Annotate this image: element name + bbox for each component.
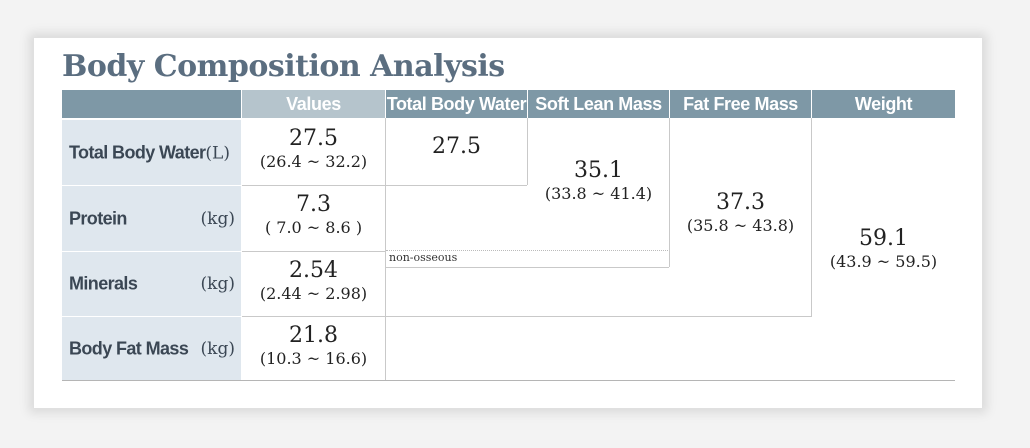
row-unit: (kg) bbox=[200, 274, 235, 294]
divider bbox=[242, 316, 385, 317]
value-range: (10.3 ~ 16.6) bbox=[259, 349, 368, 368]
dotted-divider bbox=[386, 250, 668, 251]
value-range: ( 7.0 ~ 8.6 ) bbox=[264, 218, 363, 237]
cell-range: (35.8 ~ 43.8) bbox=[686, 216, 795, 235]
header-weight: Weight bbox=[812, 90, 955, 118]
cell-value: 37.3 bbox=[716, 190, 765, 215]
value-minerals: 2.54 (2.44 ~ 2.98) bbox=[242, 258, 385, 304]
divider bbox=[242, 251, 385, 252]
header-soft-lean-mass: Soft Lean Mass bbox=[528, 90, 669, 118]
divider bbox=[386, 267, 669, 268]
value-body-fat-mass: 21.8 (10.3 ~ 16.6) bbox=[242, 323, 385, 369]
cell-value: 27.5 bbox=[432, 134, 481, 159]
row-unit: (L) bbox=[205, 143, 230, 163]
value-number: 7.3 bbox=[296, 192, 331, 217]
header-total-body-water: Total Body Water bbox=[386, 90, 527, 118]
row-label-text: Minerals bbox=[69, 273, 138, 294]
table-bottom-border bbox=[62, 380, 955, 381]
divider bbox=[386, 316, 812, 317]
row-label-text: Protein bbox=[69, 208, 127, 228]
cell-range: (33.8 ~ 41.4) bbox=[544, 184, 653, 203]
non-osseous-note: non-osseous bbox=[389, 251, 458, 264]
row-label-text: Body Fat Mass bbox=[69, 338, 189, 358]
row-label-protein: Protein (kg) bbox=[62, 186, 241, 251]
divider bbox=[527, 118, 528, 185]
row-unit: (kg) bbox=[200, 338, 235, 359]
row-label-body-fat-mass: Body Fat Mass (kg) bbox=[62, 317, 241, 380]
page-title: Body Composition Analysis bbox=[62, 49, 505, 84]
row-unit: (kg) bbox=[200, 208, 235, 229]
divider bbox=[242, 185, 385, 186]
header-fat-free-mass: Fat Free Mass bbox=[670, 90, 811, 118]
cell-value: 35.1 bbox=[574, 158, 623, 183]
divider bbox=[669, 118, 670, 267]
cell-value: 59.1 bbox=[859, 226, 908, 251]
cell-total-body-water: 27.5 bbox=[386, 134, 527, 160]
divider bbox=[386, 185, 527, 186]
value-number: 27.5 bbox=[289, 126, 338, 151]
value-total-body-water: 27.5 (26.4 ~ 32.2) bbox=[242, 126, 385, 172]
divider bbox=[811, 118, 812, 316]
row-label-total-body-water: Total Body Water(L) bbox=[62, 120, 241, 185]
value-protein: 7.3 ( 7.0 ~ 8.6 ) bbox=[242, 192, 385, 238]
cell-fat-free-mass: 37.3 (35.8 ~ 43.8) bbox=[670, 190, 811, 236]
cell-range: (43.9 ~ 59.5) bbox=[829, 252, 938, 271]
divider bbox=[385, 118, 386, 380]
header-corner bbox=[62, 90, 241, 118]
cell-weight: 59.1 (43.9 ~ 59.5) bbox=[812, 226, 955, 272]
value-range: (26.4 ~ 32.2) bbox=[259, 152, 368, 171]
header-values: Values bbox=[242, 90, 385, 118]
value-number: 2.54 bbox=[289, 258, 338, 283]
row-label-text: Total Body Water(L) bbox=[69, 142, 230, 163]
value-range: (2.44 ~ 2.98) bbox=[259, 284, 368, 303]
row-label-minerals: Minerals (kg) bbox=[62, 252, 241, 316]
cell-soft-lean-mass: 35.1 (33.8 ~ 41.4) bbox=[528, 158, 669, 204]
value-number: 21.8 bbox=[289, 323, 338, 348]
